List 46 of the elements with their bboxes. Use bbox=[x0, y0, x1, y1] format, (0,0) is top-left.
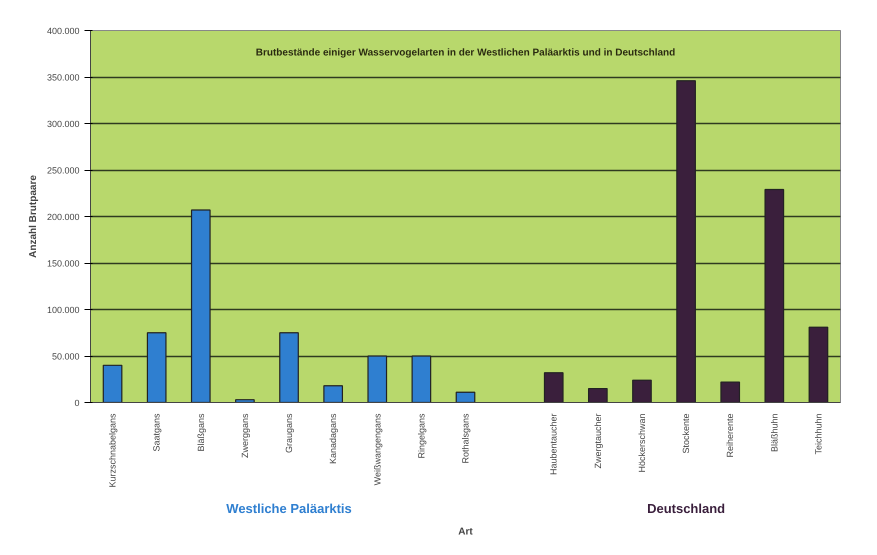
x-tick-label: Höckerschwan bbox=[636, 413, 647, 473]
x-tick-label: Zwerggans bbox=[240, 413, 250, 458]
y-tick-label: 300.000 bbox=[46, 119, 80, 129]
y-tick-label: 50.000 bbox=[52, 352, 80, 362]
bar bbox=[235, 399, 255, 402]
y-tick-label: 250.000 bbox=[46, 166, 80, 176]
x-tick-label: Kurzschnabelgans bbox=[108, 413, 118, 488]
y-tick-label: 0 bbox=[74, 398, 80, 408]
y-tick-label: 400.000 bbox=[46, 26, 80, 36]
text: Deutschland bbox=[647, 501, 726, 516]
x-tick-label: Graugans bbox=[284, 413, 294, 454]
x-tick-label: Weißwangengans bbox=[372, 413, 382, 486]
x-tick-label: Teichhuhn bbox=[813, 413, 824, 455]
bar bbox=[676, 80, 696, 402]
x-tick-label: Kanadagans bbox=[328, 413, 338, 464]
bar bbox=[412, 355, 432, 402]
x-tick-label: Stockente bbox=[681, 413, 692, 454]
bar bbox=[764, 188, 784, 402]
y-tick-label: 350.000 bbox=[46, 72, 80, 82]
bar bbox=[720, 381, 740, 402]
x-tick-label: Ringelgans bbox=[416, 413, 426, 459]
x-tick-label: Bläßgans bbox=[196, 413, 206, 452]
y-tick-label: 100.000 bbox=[46, 305, 80, 315]
bar bbox=[279, 332, 299, 402]
x-tick-label: Zwergtaucher bbox=[592, 413, 603, 469]
bar bbox=[367, 355, 388, 402]
bar bbox=[190, 209, 211, 402]
y-tick-label: 150.000 bbox=[46, 258, 80, 268]
text: Westliche Paläarktis bbox=[226, 501, 352, 516]
y-tick-label: 200.000 bbox=[46, 212, 80, 222]
bar bbox=[632, 380, 652, 402]
y-axis-title: Anzahl Brutpaare bbox=[28, 174, 39, 258]
bar bbox=[146, 332, 167, 402]
bar bbox=[544, 372, 564, 402]
bar bbox=[588, 388, 608, 402]
text: Brutbestände einiger Wasservogelarten in der Westlichen Paläarktis und in Deutschland bbox=[256, 48, 676, 58]
x-tick-label: Rothalsgans bbox=[460, 413, 470, 464]
x-tick-label: Reiherente bbox=[725, 414, 736, 458]
x-tick-label: Saatgans bbox=[152, 413, 162, 452]
bar bbox=[456, 392, 476, 402]
bar bbox=[102, 364, 122, 402]
x-tick-label: Bläßhuhn bbox=[769, 413, 780, 452]
bar bbox=[323, 385, 344, 402]
x-axis-title: Art bbox=[458, 526, 474, 538]
x-tick-label: Haubentaucher bbox=[548, 413, 559, 476]
bar bbox=[808, 326, 828, 402]
